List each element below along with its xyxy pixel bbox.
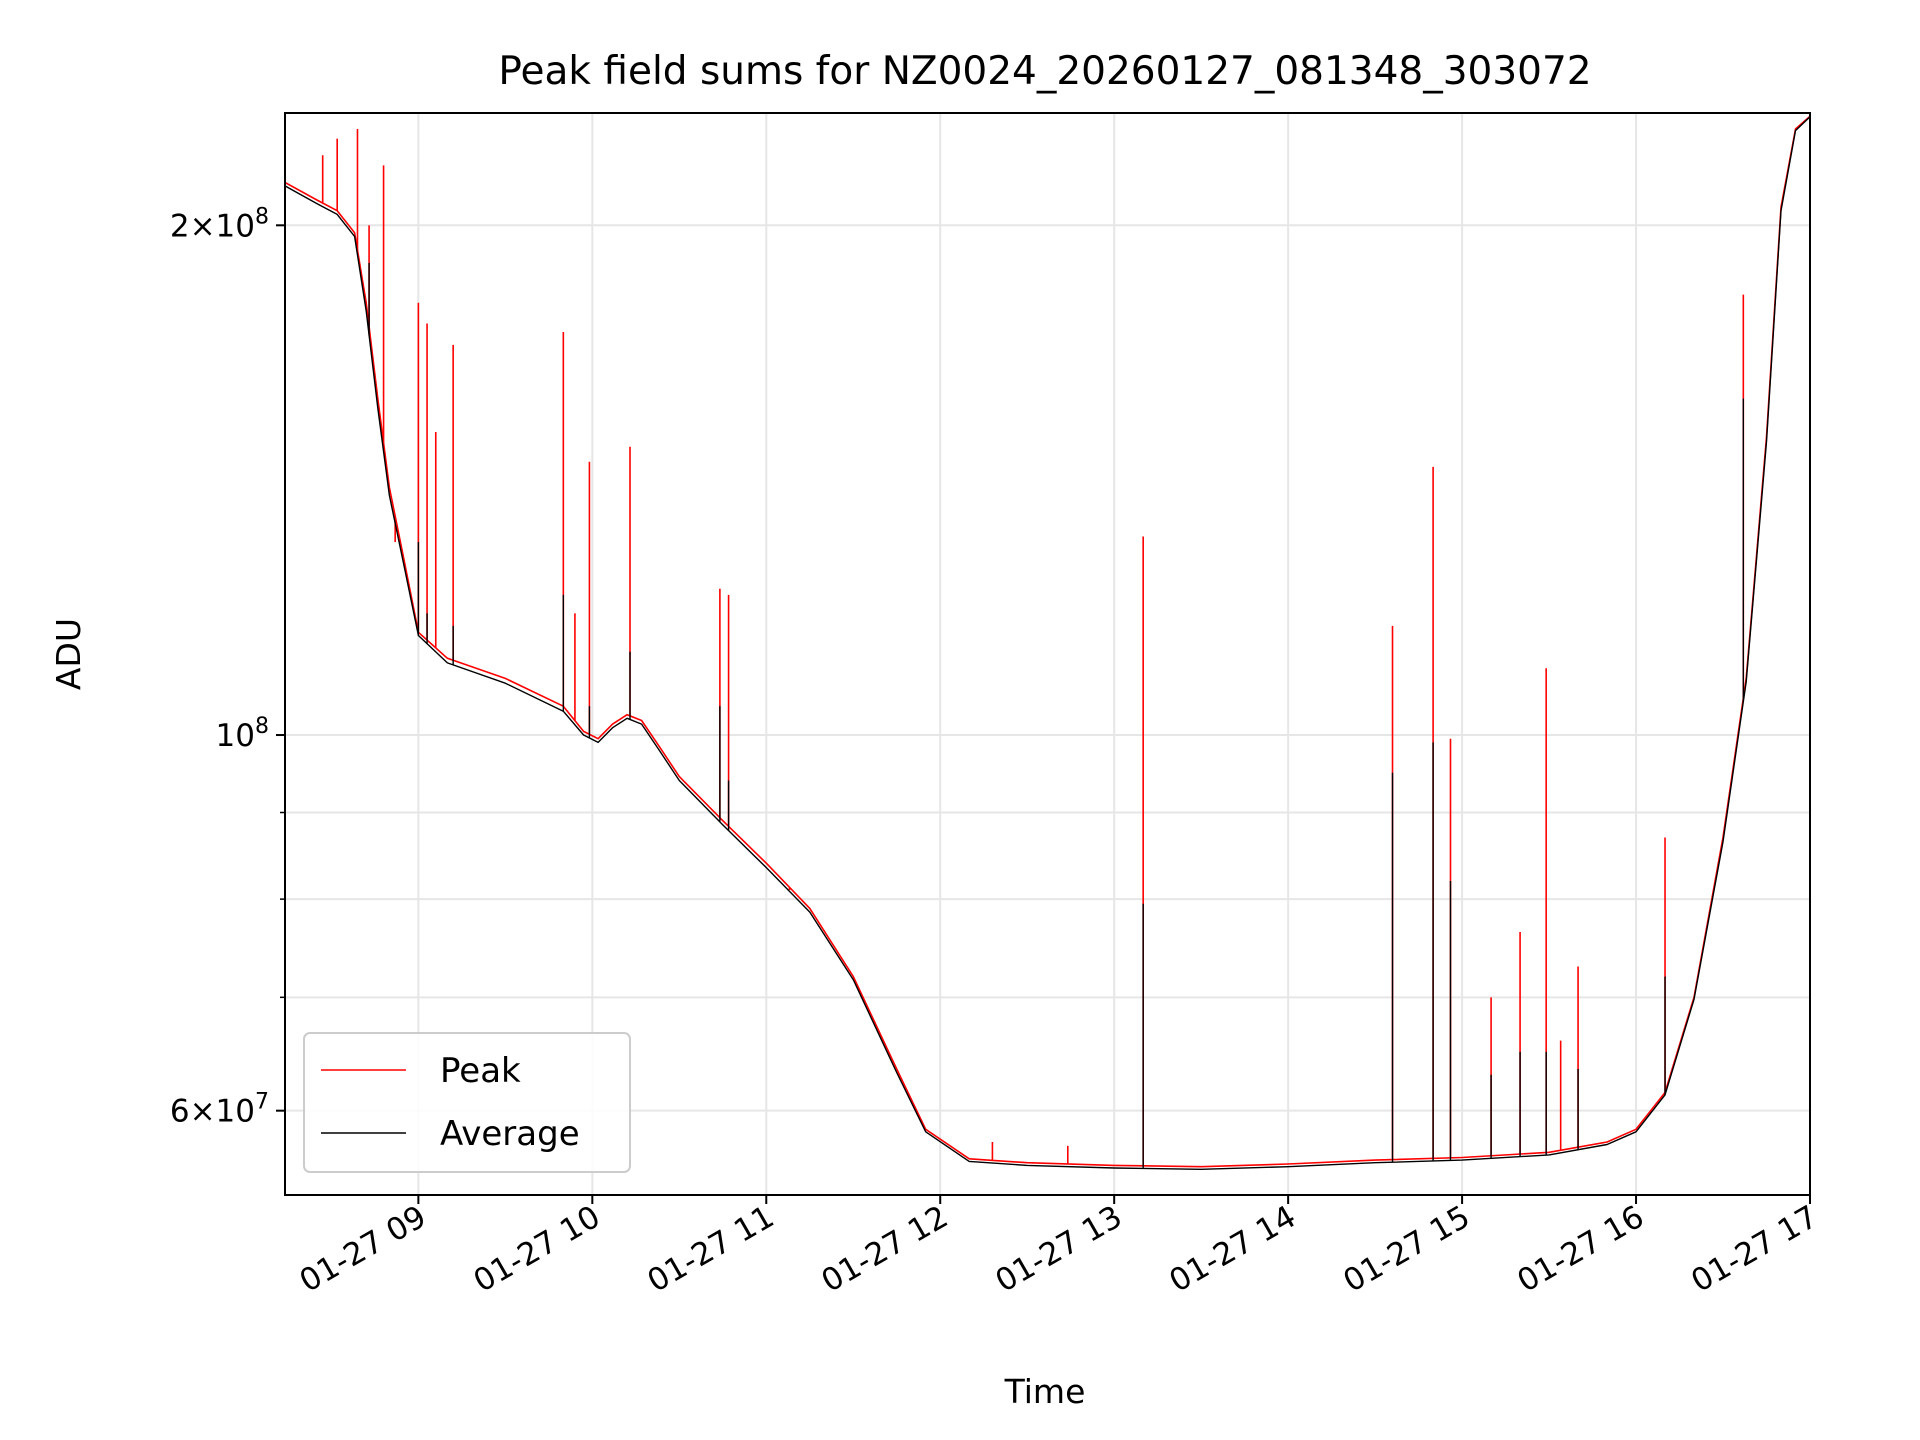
y-axis-label: ADU <box>49 618 88 690</box>
plot-area <box>285 115 1810 1170</box>
legend: Peak Average <box>303 1032 631 1173</box>
legend-label-average: Average <box>440 1114 580 1154</box>
grid <box>285 113 1810 1195</box>
y-tick-label: 2×108 <box>170 204 269 244</box>
x-axis-label: Time <box>1004 1372 1086 1411</box>
legend-box <box>303 1032 631 1173</box>
chart-title: Peak field sums for NZ0024_20260127_0813… <box>498 49 1591 94</box>
y-axis-ticks: 2×108 108 6×107 <box>170 204 285 1130</box>
y-tick-label: 6×107 <box>170 1090 269 1130</box>
series-layer <box>285 115 1810 1170</box>
plot-frame <box>284 112 1811 1196</box>
y-tick-label: 108 <box>216 714 269 754</box>
legend-label-peak: Peak <box>440 1051 521 1091</box>
